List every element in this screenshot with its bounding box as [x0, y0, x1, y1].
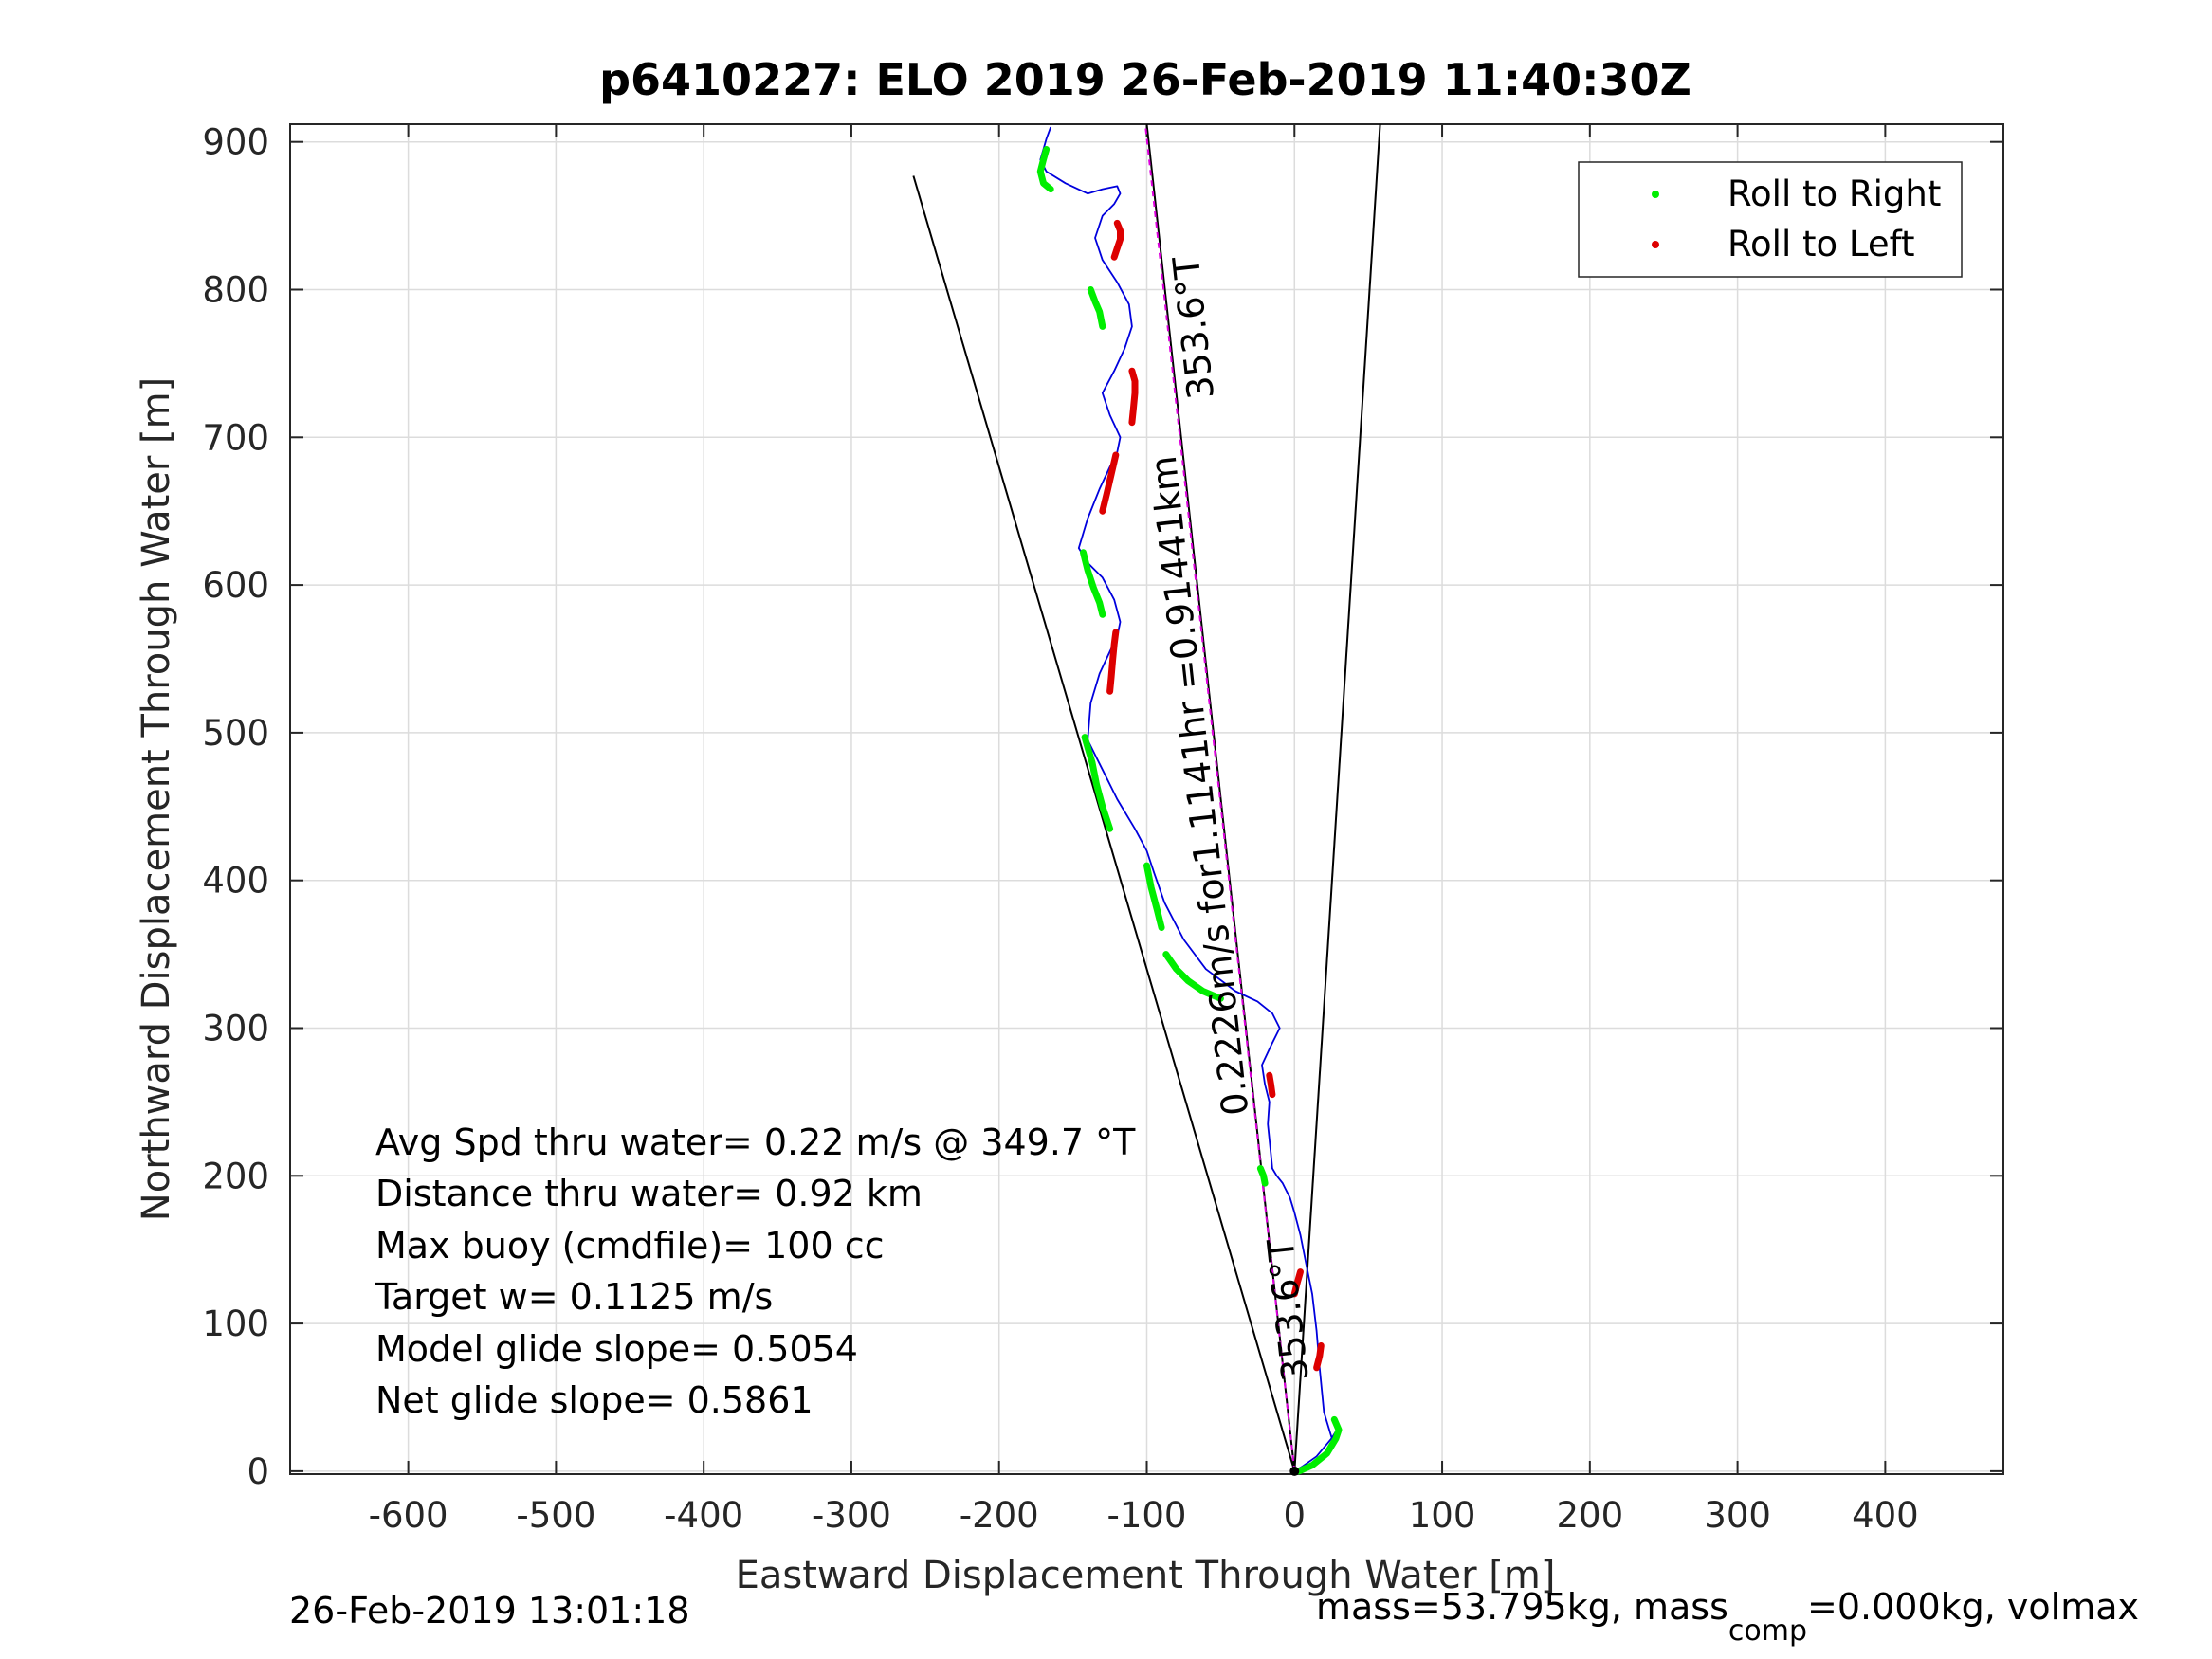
annotation-net-glide-slope: Net glide slope= 0.5861 — [375, 1379, 814, 1421]
heading-line — [1143, 123, 1296, 1472]
stats-annotations: Avg Spd thru water= 0.22 m/s @ 349.7 °T … — [375, 1121, 1136, 1421]
y-tick-label: 400 — [202, 861, 269, 902]
x-tick-label: 0 — [1284, 1495, 1307, 1536]
reference-line — [1293, 123, 1381, 1471]
x-tick-label: 300 — [1704, 1495, 1771, 1536]
annotation-avg-speed: Avg Spd thru water= 0.22 m/s @ 349.7 °T — [375, 1121, 1136, 1163]
legend-box — [1578, 161, 1963, 278]
y-tick-label: 900 — [202, 122, 269, 163]
x-tick-label: 100 — [1409, 1495, 1476, 1536]
x-tick-label: -600 — [369, 1495, 448, 1536]
x-tick-label: -400 — [664, 1495, 743, 1536]
reference-line — [912, 175, 1296, 1472]
annotation-target-w: Target w= 0.1125 m/s — [375, 1276, 773, 1318]
y-tick-label: 0 — [247, 1451, 269, 1492]
roll-left-segment — [1128, 367, 1139, 427]
y-tick-label: 800 — [202, 269, 269, 310]
roll-left-segment — [1290, 1268, 1304, 1298]
roll-left-segment — [1110, 219, 1124, 261]
reference-line — [1145, 123, 1296, 1472]
roll-right-segment — [1162, 951, 1224, 1002]
y-tick-labels: 0 100 200 300 400 500 600 700 800 900 — [202, 122, 269, 1492]
y-tick-label: 500 — [202, 713, 269, 754]
x-tick-label: -100 — [1107, 1495, 1187, 1536]
roll-right-segment — [1080, 549, 1106, 618]
y-tick-label: 300 — [202, 1008, 269, 1048]
roll-right-segment — [1036, 146, 1054, 193]
roll-right-segment — [1143, 862, 1165, 931]
roll-left-segment — [1106, 629, 1120, 695]
x-tick-label: -500 — [516, 1495, 595, 1536]
annotation-model-glide-slope: Model glide slope= 0.5054 — [375, 1328, 858, 1370]
footer-mass-prefix: mass=53.795kg, mass — [1316, 1586, 1728, 1628]
legend: Roll to Right Roll to Left — [1578, 161, 1963, 278]
legend-marker-roll-right — [1652, 191, 1659, 198]
roll-left-segment — [1266, 1071, 1276, 1099]
roll-right-segment — [1256, 1165, 1269, 1187]
roll-right-segment — [1087, 286, 1106, 330]
chart-title: p6410227: ELO 2019 26-Feb-2019 11:40:30Z — [599, 54, 1691, 105]
origin-marker — [1289, 1466, 1300, 1476]
x-tick-label: 400 — [1852, 1495, 1919, 1536]
x-tick-label: 200 — [1557, 1495, 1624, 1536]
roll-left-segment — [1099, 451, 1120, 515]
footer-timestamp: 26-Feb-2019 13:01:18 — [289, 1590, 690, 1632]
legend-label-roll-right: Roll to Right — [1728, 173, 1941, 214]
y-axis-label: Northward Displacement Through Water [m] — [135, 377, 178, 1221]
footer-mass-suffix: =0.000kg, volmax — [1807, 1586, 2139, 1628]
x-axis-label: Eastward Displacement Through Water [m] — [736, 1554, 1556, 1597]
axis-ticks — [290, 124, 2003, 1474]
roll-left-segment — [1313, 1342, 1325, 1372]
annotation-distance: Distance thru water= 0.92 km — [375, 1173, 923, 1214]
footer-mass-subscript: comp — [1728, 1614, 1807, 1648]
y-tick-label: 100 — [202, 1304, 269, 1344]
y-tick-label: 600 — [202, 565, 269, 606]
roll-right-segment — [1295, 1415, 1343, 1475]
y-tick-label: 700 — [202, 417, 269, 458]
annotation-max-buoy: Max buoy (cmdfile)= 100 cc — [375, 1225, 885, 1267]
legend-label-roll-left: Roll to Left — [1728, 224, 1915, 264]
y-tick-label: 200 — [202, 1156, 269, 1196]
roll-right-segment — [1081, 734, 1114, 832]
legend-marker-roll-left — [1652, 241, 1659, 248]
x-tick-label: -200 — [960, 1495, 1039, 1536]
x-tick-label: -300 — [812, 1495, 891, 1536]
footer-mass-info: mass=53.795kg, masscomp=0.000kg, volmax — [1316, 1586, 2139, 1648]
x-tick-labels: -600 -500 -400 -300 -200 -100 0 100 200 300 400 — [369, 1495, 1919, 1536]
